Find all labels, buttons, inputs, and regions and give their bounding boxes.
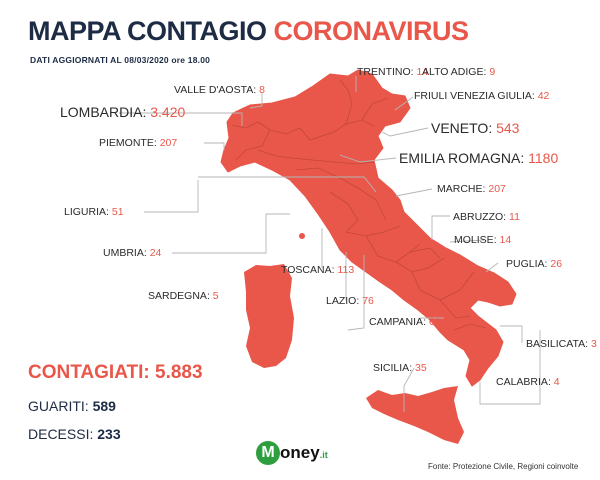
title-main: MAPPA CONTAGIO (28, 16, 267, 46)
decessi-value: 233 (97, 426, 121, 442)
region-value-basilicata: 3 (590, 338, 597, 350)
elba-island (299, 233, 305, 239)
region-value-lombardia: 3.420 (150, 104, 186, 120)
region-value-sardegna: 5 (212, 290, 219, 302)
region-borders (231, 79, 487, 331)
region-label-campania: CAMPANIA: 61 (369, 316, 441, 328)
contagiati-stat: CONTAGIATI: 5.883 (28, 362, 203, 383)
region-label-alto-adige: ALTO ADIGE: 9 (422, 66, 496, 78)
region-label-basilicata: BASILICATA: 3 (526, 338, 597, 350)
region-label-lazio: LAZIO: 76 (326, 295, 374, 307)
region-value-lazio: 76 (362, 295, 374, 307)
region-label-calabria: CALABRIA: 4 (496, 376, 560, 388)
region-value-abruzzo: 11 (509, 211, 520, 223)
title-accent: CORONAVIRUS (273, 16, 470, 46)
region-value-toscana: 113 (337, 264, 355, 276)
region-label-friuli: FRIULI VENEZIA GIULIA: 42 (414, 90, 550, 102)
region-label-lombardia: LOMBARDIA: 3.420 (60, 104, 186, 120)
guariti-stat: GUARITI: 589 (28, 398, 116, 414)
region-value-valle-daosta: 8 (259, 84, 265, 96)
source-note: Fonte: Protezione Civile, Regioni coinvo… (428, 462, 579, 471)
guariti-value: 589 (92, 398, 116, 414)
region-value-trentino: 14 (416, 66, 429, 78)
region-label-sicilia: SICILIA: 35 (373, 362, 427, 374)
region-value-sicilia: 35 (415, 362, 427, 374)
italy-mainland (220, 69, 517, 387)
region-value-umbria: 24 (149, 247, 162, 259)
logo-text: oney (280, 443, 320, 462)
decessi-stat: DECESSI: 233 (28, 426, 121, 442)
region-label-trentino: TRENTINO: 14 (357, 66, 429, 78)
region-label-valle-daosta: VALLE D'AOSTA: 8 (174, 84, 265, 96)
update-timestamp: DATI AGGIORNATI AL 08/03/2020 ore 18.00 (30, 55, 211, 65)
region-value-alto-adige: 9 (489, 66, 496, 78)
region-value-calabria: 4 (553, 376, 560, 388)
region-value-marche: 207 (488, 183, 506, 195)
region-label-marche: MARCHE: 207 (437, 183, 506, 195)
region-label-umbria: UMBRIA: 24 (103, 247, 162, 259)
region-value-molise: 14 (499, 234, 512, 246)
sicily (366, 386, 464, 444)
region-label-puglia: PUGLIA: 26 (506, 258, 563, 270)
contagiati-value: 5.883 (155, 362, 203, 383)
region-value-veneto: 543 (496, 120, 520, 136)
region-value-piemonte: 207 (159, 137, 178, 149)
region-label-abruzzo: ABRUZZO: 11 (453, 211, 520, 223)
region-label-piemonte: PIEMONTE: 207 (99, 137, 178, 149)
sardinia (244, 264, 294, 368)
region-label-molise: MOLISE: 14 (454, 234, 512, 246)
money-logo: M oney.it (256, 440, 332, 468)
region-value-liguria: 51 (111, 206, 124, 218)
region-value-campania: 61 (428, 316, 441, 328)
region-value-puglia: 26 (550, 258, 563, 270)
region-label-veneto: VENETO: 543 (431, 120, 520, 136)
logo-suffix: .it (319, 450, 328, 460)
region-label-sardegna: SARDEGNA: 5 (148, 290, 219, 302)
region-label-liguria: LIGURIA: 51 (64, 206, 124, 218)
region-label-toscana: TOSCANA: 113 (281, 264, 355, 276)
region-value-emilia: 1180 (528, 150, 559, 166)
logo-m-badge: M (256, 441, 280, 465)
region-value-friuli: 42 (537, 90, 550, 102)
page-title: MAPPA CONTAGIO CORONAVIRUS (28, 16, 469, 47)
region-label-emilia: EMILIA ROMAGNA: 1180 (399, 150, 559, 166)
leader-lines (119, 76, 541, 412)
